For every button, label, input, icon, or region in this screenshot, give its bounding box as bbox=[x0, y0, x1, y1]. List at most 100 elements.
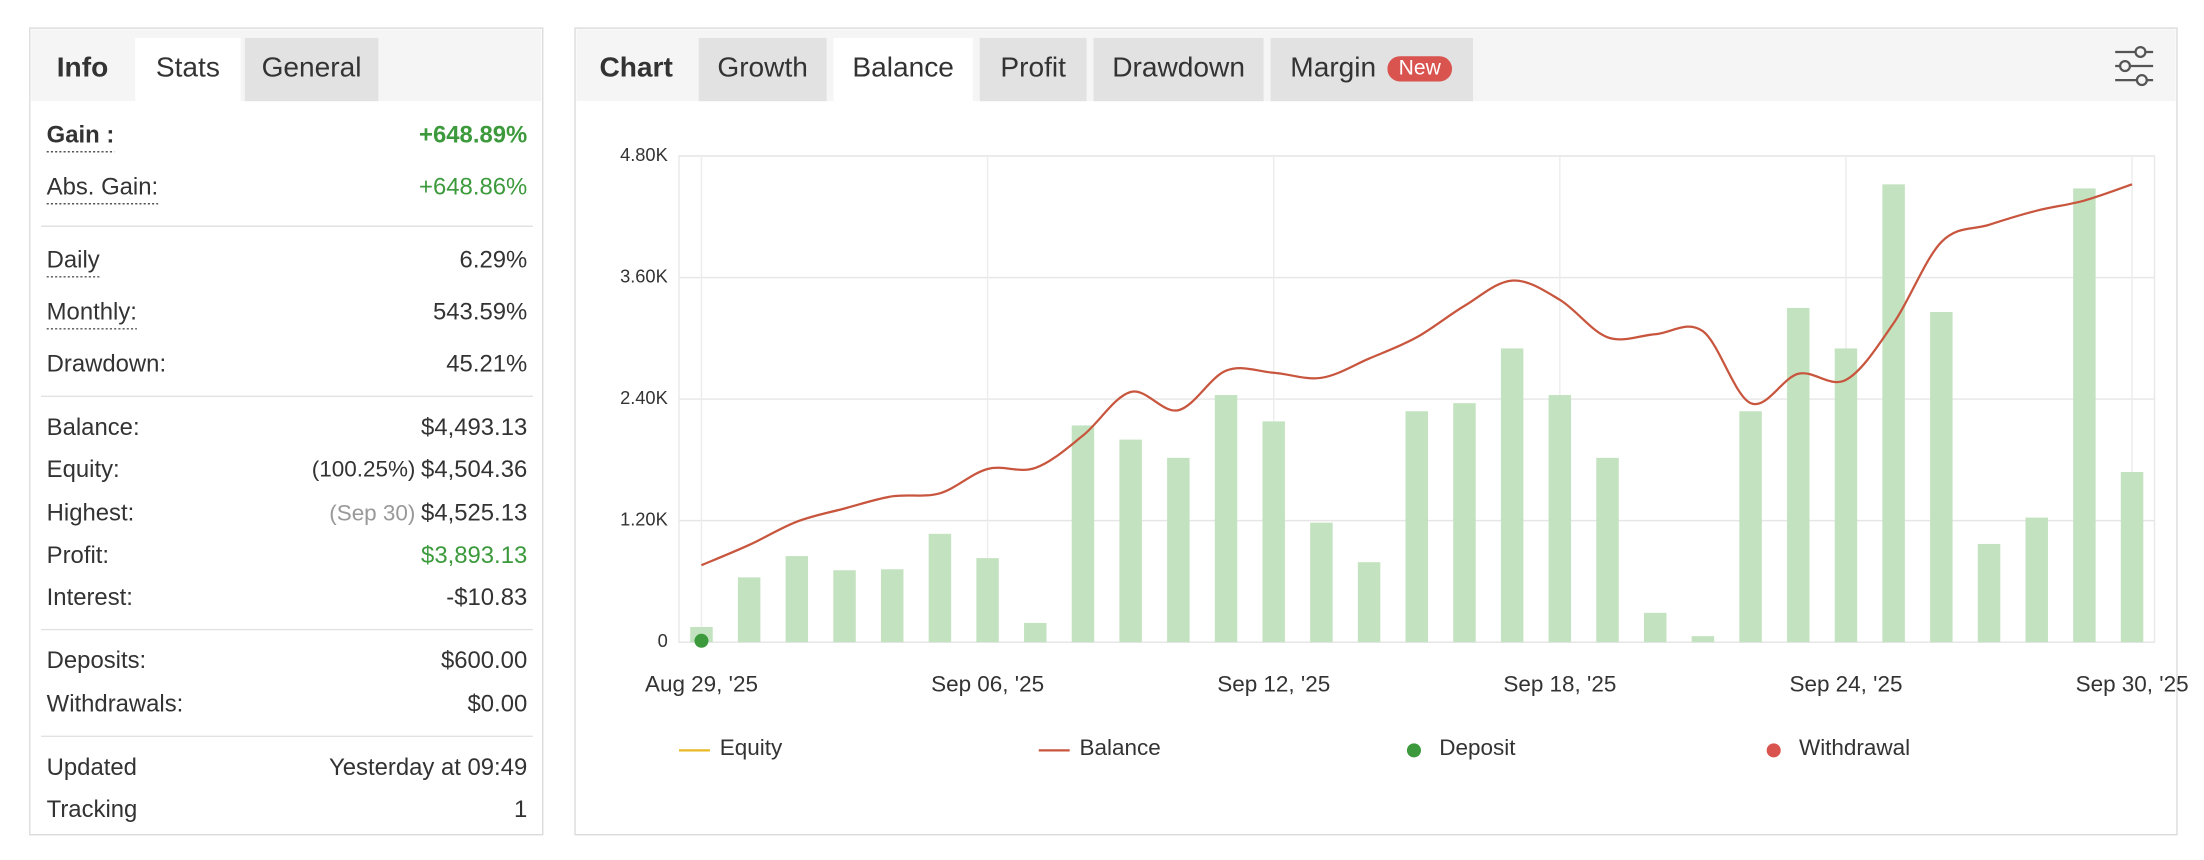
stat-value: +648.89% bbox=[419, 122, 527, 149]
tab-badge bbox=[1387, 56, 1453, 82]
bar bbox=[785, 556, 809, 643]
bar bbox=[1643, 612, 1667, 643]
stat-label: Abs. Gain: bbox=[47, 174, 158, 201]
stat-label: Gain : bbox=[47, 122, 115, 149]
legend-label[interactable]: Deposit bbox=[1439, 735, 1516, 760]
bar bbox=[1596, 457, 1619, 643]
tab-label[interactable]: Growth bbox=[717, 51, 808, 82]
stats-panel bbox=[29, 27, 544, 836]
tab-bg[interactable] bbox=[1093, 37, 1264, 102]
tab-label[interactable]: Stats bbox=[156, 51, 220, 82]
bar bbox=[1262, 421, 1285, 643]
deposit-point bbox=[694, 633, 709, 648]
stat-note: (100.25%) bbox=[312, 457, 416, 482]
x-tick-label: Sep 12, '25 bbox=[1217, 672, 1330, 697]
x-tick-label: Sep 24, '25 bbox=[1789, 672, 1902, 697]
tab-label[interactable]: Drawdown bbox=[1112, 51, 1245, 82]
stat-label: Profit: bbox=[47, 542, 109, 569]
bar bbox=[928, 533, 952, 643]
x-tick-label: Aug 29, '25 bbox=[645, 672, 758, 697]
settings-icon[interactable] bbox=[2115, 45, 2154, 87]
legend-label[interactable]: Equity bbox=[720, 735, 783, 760]
stat-label: Drawdown: bbox=[47, 351, 166, 378]
bar bbox=[1357, 562, 1381, 643]
stat-value: 6.29% bbox=[460, 247, 528, 274]
stat-value: $0.00 bbox=[468, 691, 528, 718]
tab-label[interactable]: Chart bbox=[599, 51, 673, 82]
stat-label: Balance: bbox=[47, 414, 140, 441]
stat-label: Daily bbox=[47, 247, 100, 274]
legend-label[interactable]: Withdrawal bbox=[1799, 735, 1910, 760]
bar bbox=[1071, 425, 1095, 643]
tab-badge-text: New bbox=[1399, 56, 1442, 79]
tab-bg[interactable] bbox=[979, 37, 1087, 102]
bar bbox=[1405, 411, 1429, 643]
chart-panel bbox=[574, 27, 2178, 836]
stat-label: Withdrawals: bbox=[47, 691, 184, 718]
bar bbox=[1214, 395, 1238, 643]
stat-label: Equity: bbox=[47, 456, 120, 483]
bar bbox=[1453, 403, 1476, 643]
stat-value: 45.21% bbox=[446, 351, 527, 378]
stat-label: Deposits: bbox=[47, 647, 147, 674]
tab-bg[interactable] bbox=[833, 37, 973, 102]
stat-note: (Sep 30) bbox=[329, 500, 415, 525]
bar bbox=[2025, 517, 2048, 643]
stat-value: $3,893.13 bbox=[421, 542, 527, 569]
x-tick-label: Sep 18, '25 bbox=[1503, 672, 1616, 697]
tab-bg[interactable] bbox=[244, 37, 379, 102]
bar bbox=[976, 558, 999, 643]
bar bbox=[737, 577, 761, 643]
icon-knob bbox=[2118, 60, 2132, 73]
tab-label[interactable]: Margin bbox=[1290, 51, 1376, 82]
stat-value: 1 bbox=[514, 796, 527, 823]
bar bbox=[1930, 311, 1953, 643]
bar bbox=[1548, 395, 1572, 643]
stat-value: $4,493.13 bbox=[421, 414, 527, 441]
tab-label[interactable]: Profit bbox=[1000, 51, 1066, 82]
y-tick-label: 3.60K bbox=[620, 265, 668, 286]
balance-line bbox=[701, 183, 2133, 567]
stat-value: $4,525.13 bbox=[421, 500, 527, 527]
stat-value: $600.00 bbox=[441, 647, 527, 674]
icon-knob bbox=[2135, 74, 2148, 87]
bar bbox=[1500, 348, 1524, 643]
stat-value: $4,504.36 bbox=[421, 456, 527, 483]
tab-label[interactable]: Balance bbox=[852, 51, 954, 82]
x-tick-label: Sep 30, '25 bbox=[2076, 672, 2189, 697]
bar bbox=[1834, 348, 1858, 643]
y-tick-label: 2.40K bbox=[620, 387, 668, 408]
bar bbox=[1691, 636, 1715, 643]
legend-label[interactable]: Balance bbox=[1080, 735, 1161, 760]
tab-bg[interactable] bbox=[135, 37, 241, 102]
x-tick-label: Sep 06, '25 bbox=[931, 672, 1044, 697]
bar bbox=[1882, 184, 1905, 643]
bar bbox=[2073, 188, 2096, 643]
stat-value: Yesterday at 09:49 bbox=[329, 754, 527, 781]
tab-label[interactable]: Info bbox=[57, 51, 108, 82]
bar bbox=[880, 569, 904, 643]
stat-label: Updated bbox=[47, 754, 137, 781]
bar bbox=[1739, 411, 1762, 643]
y-tick-label: 0 bbox=[658, 630, 668, 651]
stat-value: -$10.83 bbox=[446, 584, 527, 611]
bar bbox=[2120, 472, 2144, 643]
stat-value: +648.86% bbox=[419, 174, 527, 201]
legend-swatch bbox=[1406, 743, 1421, 758]
bar bbox=[1119, 439, 1142, 643]
bar bbox=[833, 570, 856, 643]
stat-value: 543.59% bbox=[433, 299, 527, 326]
stat-label: Tracking bbox=[47, 796, 138, 823]
icon-knob bbox=[2134, 45, 2147, 59]
bar bbox=[1024, 622, 1047, 643]
y-tick-label: 1.20K bbox=[620, 508, 668, 529]
tab-label[interactable]: General bbox=[262, 51, 362, 82]
bar bbox=[1977, 543, 2001, 643]
tab-bg[interactable] bbox=[698, 37, 827, 102]
stat-label: Monthly: bbox=[47, 299, 137, 326]
bar bbox=[1167, 457, 1190, 643]
y-tick-label: 4.80K bbox=[620, 144, 668, 165]
bar bbox=[1787, 307, 1810, 643]
